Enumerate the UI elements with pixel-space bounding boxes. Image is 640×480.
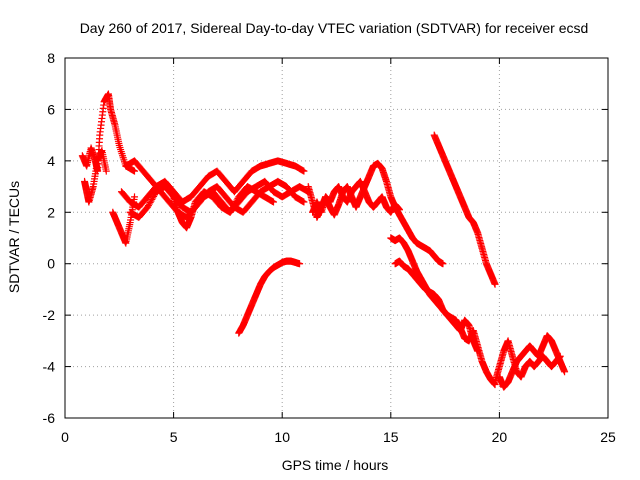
y-axis-label: SDTVAR / TECUs (6, 181, 22, 293)
chart-title: Day 260 of 2017, Sidereal Day-to-day VTE… (80, 20, 589, 36)
series-track-15 (495, 332, 569, 391)
y-tick-label: -2 (43, 307, 56, 323)
y-tick-label: 0 (47, 256, 55, 272)
series-track-13 (430, 131, 499, 288)
plot-frame (64, 57, 609, 419)
data-point (300, 167, 308, 175)
data-point (474, 347, 482, 355)
x-tick-label: 15 (383, 429, 399, 445)
y-tick-label: 6 (47, 101, 55, 117)
data-point (131, 193, 139, 201)
y-tick-label: 4 (47, 153, 55, 169)
series-track-10 (309, 177, 403, 216)
data-point (300, 198, 308, 206)
x-axis-label: GPS time / hours (282, 457, 389, 473)
series-track-7 (165, 177, 312, 232)
series-track-5 (117, 157, 308, 211)
data-point (102, 167, 110, 175)
x-tick-label: 20 (492, 429, 508, 445)
series-track-12 (391, 257, 482, 355)
series-track-3 (109, 193, 139, 247)
data-point (270, 198, 278, 206)
x-tick-label: 0 (61, 429, 69, 445)
data-point (296, 260, 304, 268)
data-point (561, 368, 569, 376)
axis-ticks: 0 5 10 15 20 25 -6 -4 -2 0 2 4 6 8 (43, 50, 616, 445)
data-point (439, 260, 447, 268)
y-tick-label: 8 (47, 50, 55, 66)
series-track-9 (304, 159, 447, 268)
data-point (395, 206, 403, 214)
data-points (78, 90, 569, 391)
x-tick-label: 5 (170, 429, 178, 445)
x-tick-label: 25 (600, 429, 616, 445)
x-tick-label: 10 (274, 429, 290, 445)
data-point (131, 167, 139, 175)
series-track-2 (81, 147, 110, 206)
y-tick-label: -6 (43, 410, 56, 426)
y-tick-label: 2 (47, 204, 55, 220)
y-tick-label: -4 (43, 359, 56, 375)
series-track-8 (235, 257, 304, 337)
data-point (491, 280, 499, 288)
